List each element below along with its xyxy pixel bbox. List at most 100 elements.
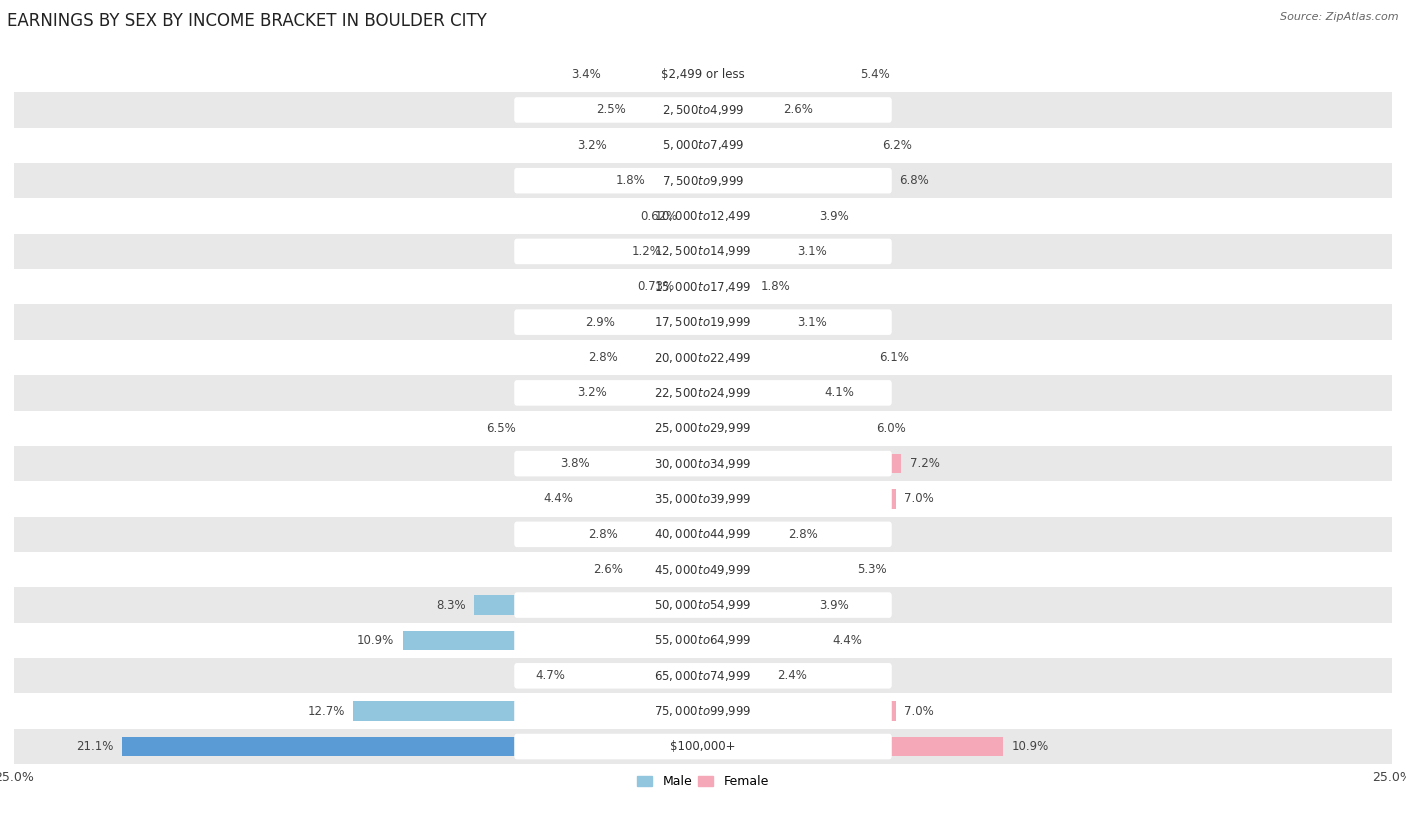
Text: $45,000 to $49,999: $45,000 to $49,999: [654, 563, 752, 576]
Text: 2.8%: 2.8%: [789, 528, 818, 541]
Text: 1.2%: 1.2%: [631, 245, 662, 258]
Bar: [626, 524, 703, 544]
Text: 2.4%: 2.4%: [778, 669, 807, 682]
Text: 2.6%: 2.6%: [593, 563, 623, 576]
Text: 5.3%: 5.3%: [858, 563, 887, 576]
Bar: [14, 659, 1392, 693]
Text: Source: ZipAtlas.com: Source: ZipAtlas.com: [1281, 12, 1399, 22]
FancyBboxPatch shape: [515, 593, 891, 618]
Text: 6.8%: 6.8%: [898, 174, 928, 187]
Bar: [703, 383, 815, 402]
Text: $5,000 to $7,499: $5,000 to $7,499: [662, 138, 744, 152]
Bar: [703, 666, 769, 685]
Text: 4.4%: 4.4%: [832, 634, 862, 647]
Text: 3.4%: 3.4%: [571, 68, 600, 81]
Text: 5.4%: 5.4%: [860, 68, 890, 81]
Text: EARNINGS BY SEX BY INCOME BRACKET IN BOULDER CITY: EARNINGS BY SEX BY INCOME BRACKET IN BOU…: [7, 12, 486, 30]
Bar: [474, 595, 703, 615]
Text: 3.2%: 3.2%: [576, 386, 606, 399]
Bar: [623, 312, 703, 332]
Bar: [14, 92, 1392, 128]
FancyBboxPatch shape: [515, 486, 891, 511]
Bar: [614, 136, 703, 155]
Bar: [631, 560, 703, 580]
FancyBboxPatch shape: [515, 168, 891, 193]
FancyBboxPatch shape: [515, 380, 891, 406]
Text: 7.0%: 7.0%: [904, 493, 934, 506]
Bar: [582, 489, 703, 509]
Text: 6.5%: 6.5%: [486, 422, 516, 435]
Text: 1.8%: 1.8%: [761, 280, 790, 293]
Bar: [634, 100, 703, 120]
Bar: [703, 348, 872, 367]
Bar: [14, 623, 1392, 658]
Text: 4.1%: 4.1%: [824, 386, 853, 399]
Text: $100,000+: $100,000+: [671, 740, 735, 753]
Bar: [703, 136, 875, 155]
Text: 3.9%: 3.9%: [818, 598, 848, 611]
Bar: [703, 419, 869, 438]
Bar: [574, 666, 703, 685]
Text: $75,000 to $99,999: $75,000 to $99,999: [654, 704, 752, 718]
Bar: [703, 241, 789, 261]
Bar: [121, 737, 703, 756]
Text: $10,000 to $12,499: $10,000 to $12,499: [654, 209, 752, 223]
Bar: [14, 446, 1392, 481]
Bar: [703, 171, 890, 190]
Text: 4.7%: 4.7%: [536, 669, 565, 682]
Text: $22,500 to $24,999: $22,500 to $24,999: [654, 386, 752, 400]
Bar: [609, 65, 703, 85]
Text: 10.9%: 10.9%: [1012, 740, 1049, 753]
Text: $55,000 to $64,999: $55,000 to $64,999: [654, 633, 752, 647]
Text: 2.5%: 2.5%: [596, 103, 626, 116]
Bar: [14, 517, 1392, 552]
Bar: [14, 163, 1392, 198]
Text: 8.3%: 8.3%: [436, 598, 465, 611]
FancyBboxPatch shape: [515, 274, 891, 299]
Bar: [654, 171, 703, 190]
FancyBboxPatch shape: [515, 133, 891, 158]
Text: 3.1%: 3.1%: [797, 245, 827, 258]
Bar: [14, 411, 1392, 446]
Text: $7,500 to $9,999: $7,500 to $9,999: [662, 174, 744, 188]
FancyBboxPatch shape: [515, 345, 891, 370]
Text: 4.4%: 4.4%: [544, 493, 574, 506]
Text: 10.9%: 10.9%: [357, 634, 394, 647]
Text: 6.0%: 6.0%: [876, 422, 907, 435]
Text: 7.2%: 7.2%: [910, 457, 939, 470]
Bar: [703, 277, 752, 297]
Bar: [14, 57, 1392, 92]
Bar: [703, 560, 849, 580]
Text: 0.62%: 0.62%: [640, 210, 678, 223]
Bar: [703, 524, 780, 544]
Bar: [703, 100, 775, 120]
Bar: [353, 702, 703, 721]
Text: $50,000 to $54,999: $50,000 to $54,999: [654, 598, 752, 612]
Legend: Male, Female: Male, Female: [633, 771, 773, 793]
Text: 3.9%: 3.9%: [818, 210, 848, 223]
Text: $40,000 to $44,999: $40,000 to $44,999: [654, 528, 752, 541]
FancyBboxPatch shape: [515, 663, 891, 689]
FancyBboxPatch shape: [515, 310, 891, 335]
Bar: [669, 241, 703, 261]
Text: $2,500 to $4,999: $2,500 to $4,999: [662, 103, 744, 117]
FancyBboxPatch shape: [515, 698, 891, 724]
Text: 3.1%: 3.1%: [797, 315, 827, 328]
FancyBboxPatch shape: [515, 522, 891, 547]
Text: 6.2%: 6.2%: [882, 139, 912, 152]
Bar: [14, 729, 1392, 764]
Bar: [703, 489, 896, 509]
Text: $25,000 to $29,999: $25,000 to $29,999: [654, 421, 752, 435]
FancyBboxPatch shape: [515, 203, 891, 228]
Bar: [703, 631, 824, 650]
FancyBboxPatch shape: [515, 628, 891, 653]
Bar: [703, 454, 901, 473]
FancyBboxPatch shape: [515, 239, 891, 264]
Text: $20,000 to $22,499: $20,000 to $22,499: [654, 350, 752, 364]
Text: 1.8%: 1.8%: [616, 174, 645, 187]
Bar: [14, 304, 1392, 340]
FancyBboxPatch shape: [515, 734, 891, 759]
Bar: [703, 737, 1004, 756]
FancyBboxPatch shape: [515, 98, 891, 123]
Bar: [626, 348, 703, 367]
